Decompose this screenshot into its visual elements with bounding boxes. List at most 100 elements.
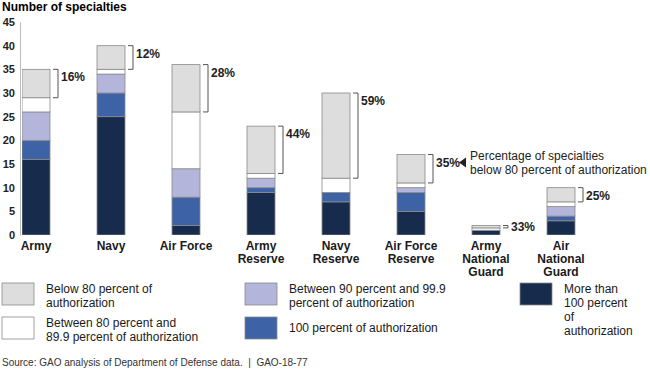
bracket-label: 44% — [286, 127, 310, 141]
annotation: Percentage of specialties — [470, 149, 604, 163]
bracket — [53, 69, 58, 97]
text-line: Navy — [97, 239, 126, 253]
text-line: Navy — [322, 239, 351, 253]
y-tick-label: 40 — [3, 40, 15, 52]
category-label: Navy — [97, 239, 126, 253]
y-tick: 45 — [3, 16, 20, 28]
bracket-label: 12% — [136, 47, 160, 61]
y-tick-label: 25 — [3, 111, 15, 123]
legend-label: Between 90 percent and 99.9percent of au… — [289, 282, 446, 310]
y-tick: 25 — [3, 111, 20, 123]
bar-segment — [397, 188, 425, 193]
text-line: authorization — [564, 324, 633, 338]
bar-segment — [397, 183, 425, 188]
bracket — [428, 155, 433, 183]
text-line: Army — [246, 239, 277, 253]
bar-segment — [322, 192, 350, 201]
bar-segment — [172, 197, 200, 225]
brackets: 16%12%28%44%59%35%33%25% — [53, 46, 610, 234]
bracket-label: 28% — [211, 66, 235, 80]
text-line: authorization — [46, 296, 115, 310]
bar-segment — [247, 192, 275, 235]
text-line: percent of authorization — [289, 296, 414, 310]
y-tick: 30 — [3, 87, 20, 99]
bracket — [353, 93, 358, 178]
bar-segment — [322, 202, 350, 235]
y-tick-label: 35 — [3, 63, 15, 75]
bar-segment — [322, 178, 350, 192]
y-axis: 0 5 10 15 20 25 30 35 40 45 — [3, 16, 21, 241]
legend: More than100 percentofauthorization100 p… — [2, 282, 633, 344]
bar-segment — [547, 216, 575, 221]
bar-segment — [472, 226, 500, 228]
text-line: Guard — [468, 265, 503, 279]
text-line: Reserve — [238, 252, 285, 266]
category-label: AirNationalGuard — [537, 239, 584, 279]
legend-swatch — [2, 283, 34, 305]
text-line: Below 80 percent of — [46, 282, 153, 296]
legend-swatch — [245, 283, 277, 305]
y-tick-label: 5 — [9, 205, 15, 217]
bar-segment — [172, 112, 200, 169]
y-tick-label: 30 — [3, 87, 15, 99]
bar-segment — [547, 202, 575, 207]
bar-segment — [172, 226, 200, 235]
y-tick: 20 — [3, 134, 20, 146]
text-line: Air — [553, 239, 570, 253]
y-tick: 10 — [3, 182, 20, 194]
bar-segment — [247, 173, 275, 178]
text-line: Guard — [543, 265, 578, 279]
category-label: NavyReserve — [313, 239, 360, 266]
bar-segment — [97, 117, 125, 235]
text-line: 100 percent — [564, 296, 628, 310]
text-line: 89.9 percent of authorization — [46, 330, 198, 344]
text-line: Air Force — [160, 239, 213, 253]
text-line: National — [537, 252, 584, 266]
bar-segment — [22, 69, 50, 97]
legend-swatch — [520, 283, 552, 305]
text-line: Air Force — [385, 239, 438, 253]
bar-segment — [97, 93, 125, 117]
category-label: Air ForceReserve — [385, 239, 438, 266]
legend-label: 100 percent of authorization — [289, 321, 438, 335]
bar-segment — [97, 69, 125, 74]
bracket-label: 59% — [361, 94, 385, 108]
bar-segment — [247, 178, 275, 187]
bracket-label: 35% — [436, 156, 460, 170]
bracket-label: 33% — [511, 220, 535, 234]
bar-segment — [397, 192, 425, 211]
bar-segment — [247, 126, 275, 173]
annotation-arrow — [459, 158, 466, 168]
y-tick-label: 0 — [9, 229, 15, 241]
bar-segment — [22, 140, 50, 159]
source: Source: GAO analysis of Department of De… — [2, 357, 308, 368]
text-line: Army — [471, 239, 502, 253]
bar-segment — [322, 93, 350, 178]
legend-label: Below 80 percent ofauthorization — [46, 282, 153, 310]
bar-segment — [97, 74, 125, 93]
bar-segment — [397, 155, 425, 183]
y-axis-line — [20, 23, 21, 236]
category-label: Air Force — [160, 239, 213, 253]
bar-segment — [97, 46, 125, 70]
y-tick: 35 — [3, 63, 20, 75]
bar-segment — [472, 230, 500, 235]
legend-swatch — [245, 317, 277, 339]
bracket — [278, 126, 283, 173]
text-line: 100 percent of authorization — [289, 321, 438, 335]
bar-segment — [22, 159, 50, 235]
bars — [22, 46, 575, 235]
text-line: Army — [21, 239, 52, 253]
y-tick: 15 — [3, 158, 20, 170]
bar-segment — [247, 188, 275, 193]
y-tick-label: 20 — [3, 134, 15, 146]
y-axis-title: Number of specialties — [2, 0, 127, 14]
bar-segment — [22, 112, 50, 140]
bracket — [578, 188, 583, 202]
bar-segment — [172, 65, 200, 112]
y-tick: 40 — [3, 40, 20, 52]
category-label: Army — [21, 239, 52, 253]
category-label: ArmyNationalGuard — [462, 239, 509, 279]
y-tick: 5 — [9, 205, 20, 217]
bracket — [503, 226, 508, 228]
